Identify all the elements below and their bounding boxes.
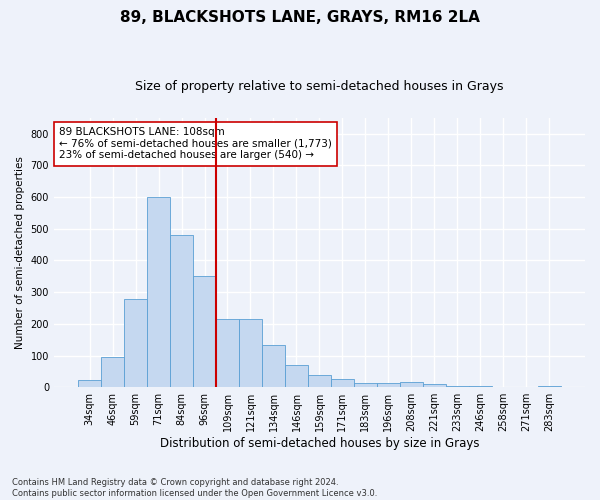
Bar [193,276,216,387]
Bar [78,380,101,387]
Text: 89, BLACKSHOTS LANE, GRAYS, RM16 2LA: 89, BLACKSHOTS LANE, GRAYS, RM16 2LA [120,10,480,25]
Bar [170,234,193,387]
Bar [239,319,262,387]
Bar [469,386,492,387]
Text: Contains HM Land Registry data © Crown copyright and database right 2024.
Contai: Contains HM Land Registry data © Crown c… [12,478,377,498]
Bar [446,386,469,387]
Bar [285,365,308,387]
Bar [101,357,124,387]
Bar [331,380,354,387]
Bar [124,300,147,387]
Bar [262,345,285,387]
Bar [400,382,423,387]
Bar [423,384,446,387]
Bar [538,386,561,387]
Bar [308,374,331,387]
X-axis label: Distribution of semi-detached houses by size in Grays: Distribution of semi-detached houses by … [160,437,479,450]
Bar [354,383,377,387]
Title: Size of property relative to semi-detached houses in Grays: Size of property relative to semi-detach… [135,80,504,93]
Bar [147,196,170,387]
Bar [216,319,239,387]
Bar [377,383,400,387]
Y-axis label: Number of semi-detached properties: Number of semi-detached properties [15,156,25,349]
Text: 89 BLACKSHOTS LANE: 108sqm
← 76% of semi-detached houses are smaller (1,773)
23%: 89 BLACKSHOTS LANE: 108sqm ← 76% of semi… [59,127,332,160]
